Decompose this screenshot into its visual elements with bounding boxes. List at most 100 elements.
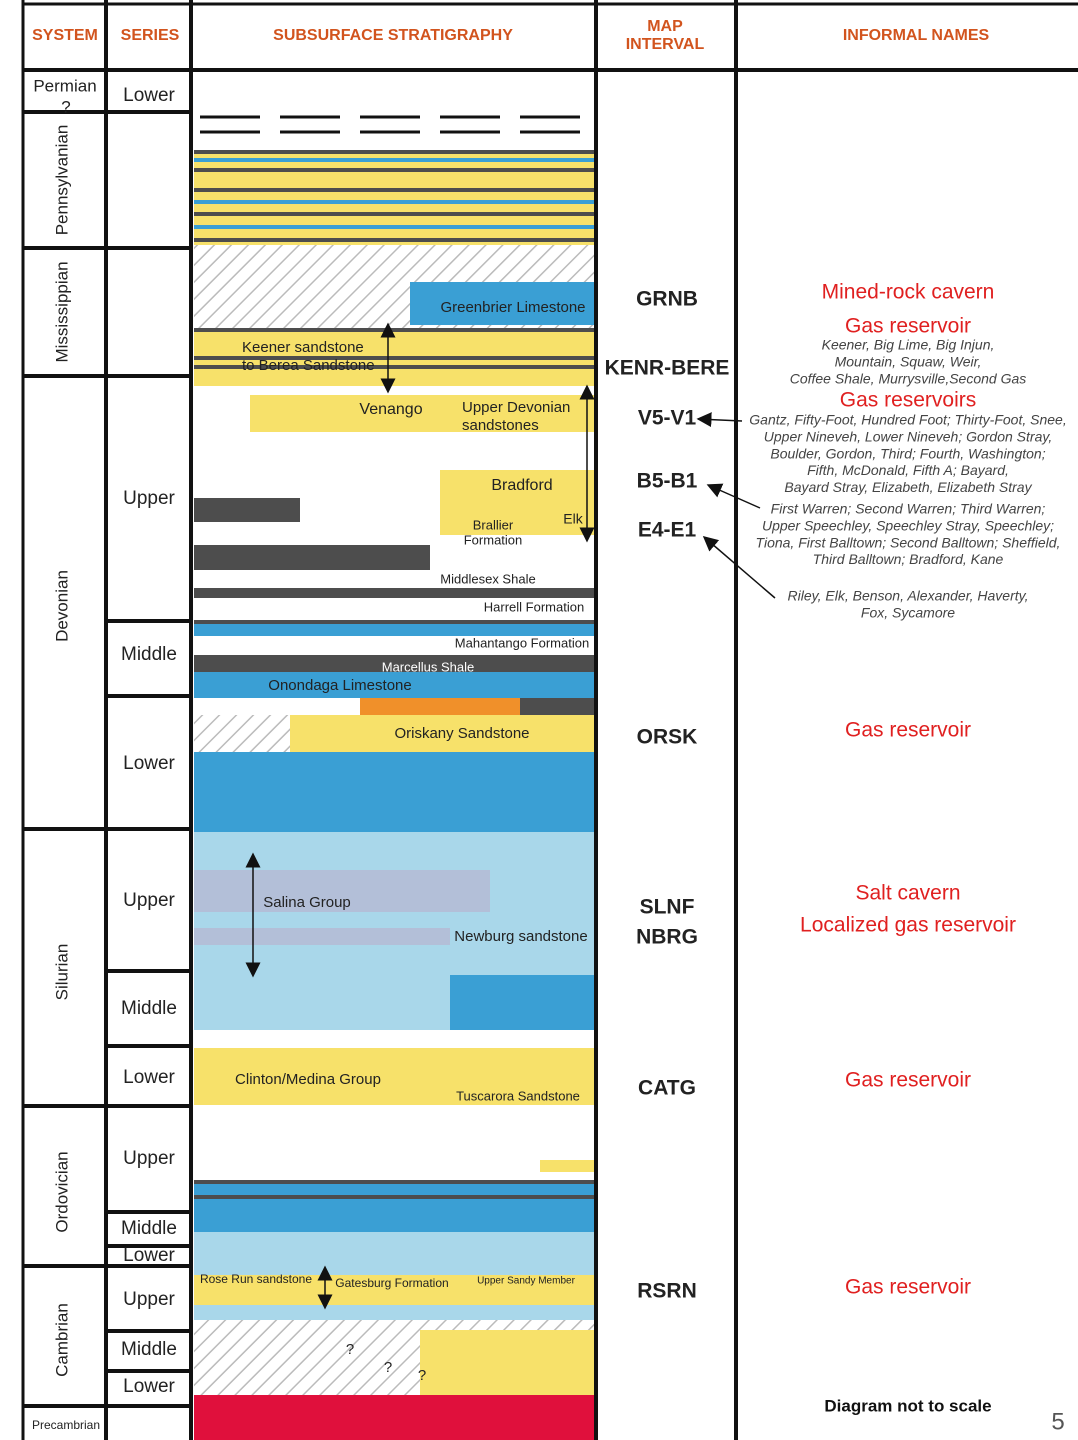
informal-name: Salt cavern [855, 882, 960, 905]
stratum-stripe [194, 158, 594, 162]
formation-label: Mahantango Formation [455, 635, 589, 650]
stratum-stripe [194, 168, 594, 172]
map-interval: V5-V1 [638, 407, 697, 430]
header-label: SERIES [121, 27, 180, 44]
stratum [194, 752, 594, 832]
series-label: Lower [123, 1376, 175, 1397]
series-label: Lower [123, 753, 175, 774]
stratum [194, 1232, 594, 1275]
stratum [450, 975, 594, 1030]
formation-label: Upper Sandy Member [477, 1276, 575, 1287]
informal-name: Gas reservoir [845, 719, 971, 742]
informal-detail: Boulder, Gordon, Third; Fourth, Washingt… [770, 445, 1045, 461]
informal-detail: Upper Speechley, Speechley Stray, Speech… [762, 518, 1054, 534]
stratum [420, 1330, 594, 1395]
informal-detail: Gantz, Fifty-Foot, Hundred Foot; Thirty-… [749, 412, 1066, 428]
series-label: Lower [123, 1067, 175, 1088]
informal-name: Gas reservoirs [840, 389, 977, 412]
strata [23, 75, 594, 1440]
informal-detail: Riley, Elk, Benson, Alexander, Haverty, [788, 588, 1029, 604]
header-label: SYSTEM [32, 27, 98, 44]
stratum [194, 588, 594, 598]
formation-label: Bradford [491, 477, 552, 494]
formation-label: Onondaga Limestone [268, 677, 411, 694]
stratum [194, 150, 594, 245]
formation-label: Newburg sandstone [454, 928, 587, 945]
informal-detail: Bayard Stray, Elizabeth, Elizabeth Stray [784, 479, 1032, 495]
series-label: Middle [121, 644, 177, 665]
formation-label: Greenbrier Limestone [440, 299, 585, 316]
map-interval: ORSK [637, 726, 698, 749]
map-interval: RSRN [637, 1280, 697, 1303]
series-label: Middle [121, 998, 177, 1019]
informal-name: Gas reservoir [845, 315, 971, 338]
stratum-stripe [194, 200, 594, 204]
informal-detail: Upper Nineveh, Lower Nineveh; Gordon Str… [764, 429, 1052, 445]
header-label: MAP [647, 18, 683, 35]
stratum-stripe [194, 1195, 594, 1199]
formation-label: sandstones [462, 417, 539, 434]
formation-label: Oriskany Sandstone [394, 725, 529, 742]
series-label: Upper [123, 890, 175, 911]
informal-detail: Mountain, Squaw, Weir, [835, 354, 982, 370]
stratum [194, 928, 450, 945]
map-interval: NBRG [636, 926, 698, 949]
stratum-stripe [194, 1180, 594, 1184]
informal-name: Gas reservoir [845, 1276, 971, 1299]
header-label: INTERVAL [626, 36, 705, 53]
map-interval: CATG [638, 1077, 696, 1100]
informal-detail: Third Balltown; Bradford, Kane [813, 551, 1004, 567]
map-interval: SLNF [640, 896, 695, 919]
system-label: ? [61, 97, 70, 116]
system-label: Ordovician [52, 1151, 71, 1232]
formation-label: Keener sandstone [242, 339, 364, 356]
stratum [194, 498, 300, 522]
formation-label: Middlesex Shale [440, 571, 535, 586]
system-label: Cambrian [52, 1303, 71, 1377]
stratum [360, 698, 520, 715]
formation-label: Tuscarora Sandstone [456, 1088, 580, 1103]
formation-label: Upper Devonian [462, 399, 570, 416]
informal-name: Mined-rock cavern [822, 281, 995, 304]
informal-detail: Coffee Shale, Murrysville,Second Gas [790, 370, 1027, 386]
header-label: INFORMAL NAMES [843, 27, 990, 44]
formation-label: Clinton/Medina Group [235, 1071, 381, 1088]
formation-label: ? [384, 1359, 392, 1376]
map-interval: B5-B1 [637, 470, 698, 493]
formation-label: Marcellus Shale [382, 659, 475, 674]
formation-label: Venango [359, 401, 422, 418]
system-label: Silurian [52, 944, 71, 1001]
map-interval: KENR-BERE [605, 357, 730, 380]
map-interval: GRNB [636, 288, 698, 311]
system-label: Devonian [52, 570, 71, 642]
formation-label: to Berea Sandstone [242, 357, 375, 374]
formation-label: Brallier [473, 517, 514, 532]
series-label: Upper [123, 1289, 175, 1310]
header-label: SUBSURFACE STRATIGRAPHY [273, 27, 513, 44]
stratum [194, 715, 290, 752]
stratum [194, 1305, 594, 1320]
stratum [194, 1395, 594, 1440]
series-label: Lower [123, 1245, 175, 1266]
formation-label: Harrell Formation [484, 599, 584, 614]
stratum-stripe [194, 238, 594, 242]
system-label: Precambrian [32, 1418, 100, 1432]
stratum-stripe [194, 188, 594, 192]
stratum [194, 75, 594, 150]
informal-detail: Keener, Big Lime, Big Injun, [822, 337, 995, 353]
system-label: Mississippian [52, 261, 71, 362]
series-label: Upper [123, 1148, 175, 1169]
stratum [194, 1180, 594, 1232]
informal-detail: Fox, Sycamore [861, 605, 955, 621]
series-label: Upper [123, 488, 175, 509]
informal-detail: First Warren; Second Warren; Third Warre… [771, 501, 1046, 517]
formation-label: Rose Run sandstone [200, 1272, 312, 1286]
formation-label: ? [418, 1367, 426, 1384]
formation-label: Gatesburg Formation [335, 1276, 448, 1290]
map-interval: E4-E1 [638, 519, 697, 542]
stratum [540, 1160, 594, 1172]
stratum-stripe [194, 225, 594, 229]
formation-label: Formation [464, 532, 523, 547]
informal-detail: Tiona, First Balltown; Second Balltown; … [756, 534, 1061, 550]
system-label: Permian [33, 76, 96, 95]
